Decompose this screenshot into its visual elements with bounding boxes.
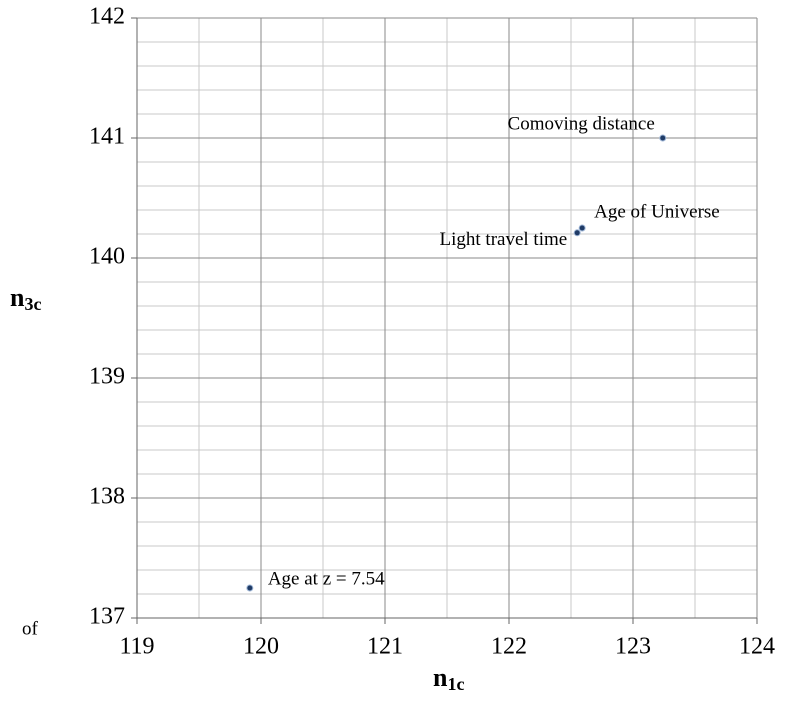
x-tick-label: 123 <box>615 634 651 660</box>
y-tick-label: 137 <box>89 604 125 630</box>
x-axis-label-sub: 1c <box>447 674 464 694</box>
x-tick-label: 122 <box>491 634 527 660</box>
y-axis-label-main: n <box>10 283 25 312</box>
x-tick-label: 124 <box>739 634 775 660</box>
y-tick-label: 141 <box>89 124 125 150</box>
y-tick-label: 139 <box>89 364 125 390</box>
point-label: Age of Universe <box>594 201 720 222</box>
x-axis-label-main: n <box>433 663 448 692</box>
point <box>246 584 254 592</box>
x-tick-label: 120 <box>243 634 279 660</box>
y-tick-label: 142 <box>89 4 125 30</box>
x-axis-label: n1c <box>433 663 464 694</box>
y-tick-label: 140 <box>89 244 125 270</box>
point <box>659 134 667 142</box>
point <box>573 229 581 237</box>
point-label: Age at z = 7.54 <box>268 568 385 589</box>
x-tick-label: 121 <box>367 634 403 660</box>
y-tick-label: 138 <box>89 484 125 510</box>
annotation: of <box>22 618 39 639</box>
point <box>578 224 586 232</box>
point-label: Comoving distance <box>508 113 655 134</box>
y-axis-label: n3c <box>10 283 41 314</box>
point-label: Light travel time <box>440 229 568 250</box>
plot: 119 120 121 122 123 124 137 138 139 140 141 142 Como… <box>89 4 775 660</box>
x-tick-label: 119 <box>119 634 154 660</box>
y-axis-label-sub: 3c <box>24 294 41 314</box>
